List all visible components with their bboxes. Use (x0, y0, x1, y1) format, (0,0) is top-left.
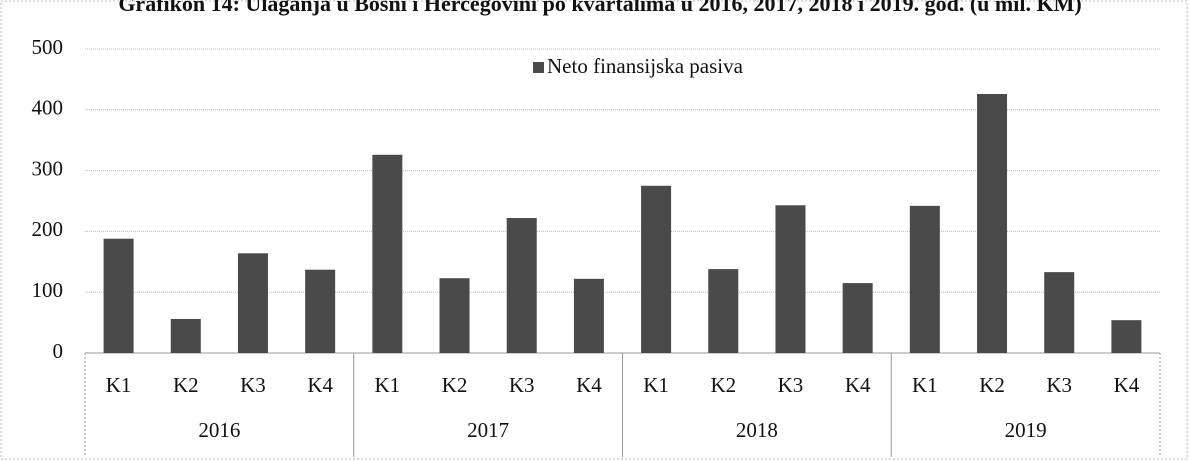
bar (237, 253, 268, 353)
y-tick-label: 300 (32, 156, 64, 180)
bar (439, 278, 470, 353)
bar (1111, 320, 1142, 353)
y-tick-label: 0 (53, 339, 64, 363)
x-tick-label: K1 (106, 373, 132, 397)
x-tick-label: K1 (375, 373, 401, 397)
x-tick-label: K1 (643, 373, 669, 397)
x-tick-label: K2 (710, 373, 736, 397)
x-tick-label: K2 (173, 373, 199, 397)
x-tick-label: K4 (307, 373, 333, 397)
group-label: 2019 (1005, 418, 1047, 442)
bar (977, 93, 1008, 353)
group-label: 2017 (467, 418, 509, 442)
y-tick-label: 500 (32, 35, 64, 59)
x-tick-label: K3 (778, 373, 804, 397)
x-tick-label: K3 (509, 373, 535, 397)
bar (170, 318, 201, 353)
y-tick-label: 200 (32, 217, 64, 241)
bar (506, 218, 537, 353)
bar (573, 278, 604, 353)
x-tick-label: K4 (576, 373, 602, 397)
legend-swatch (533, 62, 544, 73)
bar (708, 269, 739, 353)
x-tick-label: K3 (1046, 373, 1072, 397)
bar (909, 205, 940, 353)
bar (1044, 272, 1075, 353)
x-tick-label: K2 (979, 373, 1005, 397)
x-tick-label: K3 (240, 373, 266, 397)
bar (775, 205, 806, 353)
bar (305, 269, 336, 353)
group-label: 2016 (198, 418, 240, 442)
x-tick-label: K1 (912, 373, 938, 397)
x-tick-label: K2 (442, 373, 468, 397)
x-tick-label: K4 (845, 373, 871, 397)
bar (641, 185, 672, 353)
bar (103, 238, 134, 353)
y-tick-label: 400 (32, 96, 64, 120)
y-tick-label: 100 (32, 278, 64, 302)
bar (372, 154, 403, 353)
bar (842, 283, 873, 353)
x-tick-label: K4 (1114, 373, 1140, 397)
legend-label: Neto finansijska pasiva (547, 54, 744, 78)
group-label: 2018 (736, 418, 778, 442)
chart-title: Grafikon 14: Ulaganja u Bosni i Hercegov… (118, 0, 1081, 16)
